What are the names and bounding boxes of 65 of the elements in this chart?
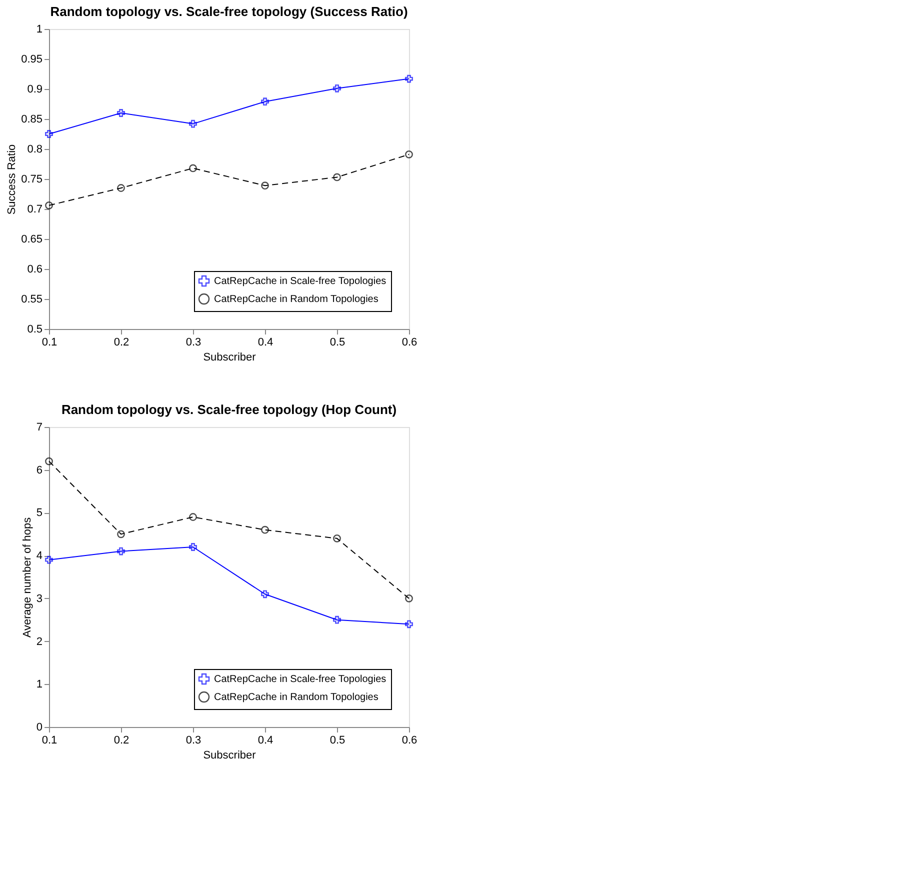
point: [333, 84, 341, 92]
chart-title: Random topology vs. Scale-free topology (Success Ratio): [50, 4, 408, 19]
point: [333, 173, 341, 182]
y-tick-label: 0.65: [21, 234, 42, 246]
point: [405, 594, 413, 602]
x-tick-label: 0.1: [42, 336, 58, 348]
point: [405, 620, 413, 628]
y-axis-title: Success Ratio: [6, 144, 18, 215]
y-tick-label: 2: [36, 636, 42, 648]
point: [45, 130, 53, 138]
point: [261, 182, 269, 190]
legend-label: CatRepCache in Scale-free Topologies: [214, 674, 386, 685]
point: [45, 457, 53, 466]
y-axis-title: Average number of hops: [21, 516, 34, 638]
x-tick-label: 0.4: [258, 336, 274, 348]
y-tick-label: 1: [36, 24, 42, 36]
x-tick-label: 0.3: [186, 734, 202, 746]
y-tick-label: 6: [36, 464, 42, 476]
point: [117, 184, 125, 192]
y-tick-label: 0.75: [21, 174, 42, 186]
y-tick-label: 5: [36, 507, 42, 520]
point: [189, 164, 197, 172]
point: [117, 109, 125, 117]
x-axis-title: Subscriber: [203, 352, 256, 364]
y-tick-label: 0: [36, 722, 42, 734]
point: [45, 201, 53, 210]
y-tick-label: 3: [36, 592, 42, 605]
legend-label: CatRepCache in Scale-free Topologies: [214, 276, 386, 287]
x-tick-label: 0.5: [330, 336, 346, 348]
y-tick-label: 0.8: [27, 144, 42, 156]
x-tick-label: 0.6: [402, 336, 418, 348]
x-tick-label: 0.1: [42, 734, 58, 746]
legend-label: CatRepCache in Random Topologies: [214, 294, 378, 305]
point: [405, 74, 413, 83]
point: [405, 150, 413, 158]
y-tick-label: 0.5: [27, 324, 42, 336]
point: [189, 513, 197, 521]
x-tick-label: 0.2: [114, 336, 130, 348]
y-tick-label: 0.9: [27, 84, 42, 96]
legend-label: CatRepCache in Random Topologies: [214, 692, 378, 703]
chart-title: Random topology vs. Scale-free topology (Hop Count): [61, 402, 397, 417]
y-tick-label: 0.85: [21, 114, 42, 126]
point: [333, 534, 341, 542]
y-tick-label: 0.6: [27, 264, 42, 276]
point: [117, 530, 125, 538]
point: [333, 616, 341, 624]
point: [189, 120, 197, 128]
y-tick-label: 0.7: [27, 204, 42, 216]
point: [261, 590, 269, 598]
y-tick-label: 4: [36, 550, 42, 562]
x-tick-label: 0.2: [114, 734, 130, 746]
x-tick-label: 0.4: [258, 734, 274, 746]
point: [189, 543, 197, 551]
y-tick-label: 0.95: [21, 54, 42, 66]
x-tick-label: 0.6: [402, 734, 418, 746]
point: [117, 547, 125, 556]
y-tick-label: 0.55: [21, 294, 42, 306]
y-tick-label: 7: [36, 422, 42, 434]
point: [45, 556, 53, 564]
y-tick-label: 1: [36, 678, 42, 691]
point: [261, 526, 269, 534]
point: [261, 98, 269, 106]
x-axis-title: Subscriber: [203, 750, 256, 762]
x-tick-label: 0.5: [330, 734, 346, 746]
x-tick-label: 0.3: [186, 336, 202, 348]
